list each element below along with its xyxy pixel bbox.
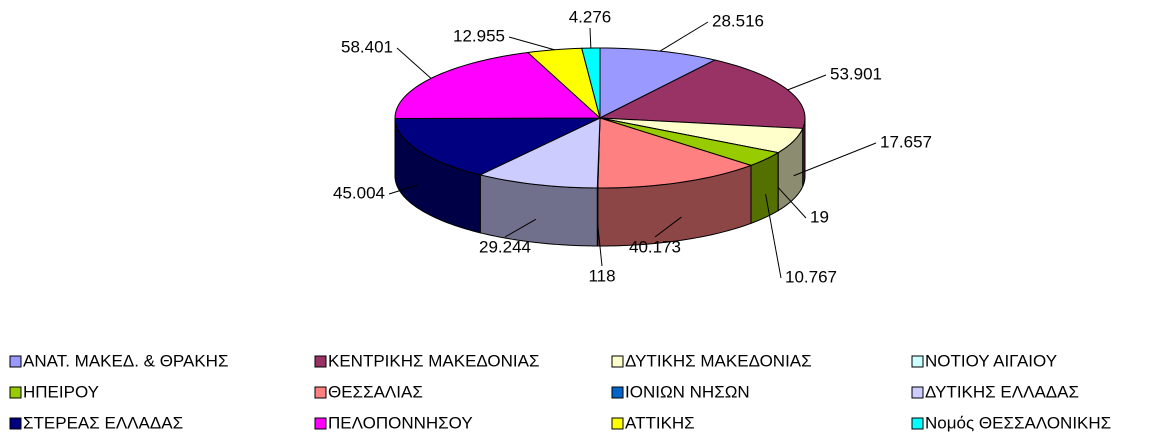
data-label: 4.276 xyxy=(569,7,612,26)
leader-line xyxy=(787,74,827,91)
pie-slice xyxy=(599,117,780,166)
legend-label: ΠΕΛΟΠΟΝΝΗΣΟΥ xyxy=(328,413,473,432)
leader-line xyxy=(654,216,682,238)
data-label: 19 xyxy=(810,207,829,226)
legend-swatch xyxy=(911,386,924,399)
legend-swatch xyxy=(611,417,624,430)
legend-label: ΙΟΝΙΩΝ ΝΗΣΩΝ xyxy=(625,382,750,401)
legend-swatch xyxy=(314,355,327,368)
leader-line xyxy=(777,187,807,219)
legend-swatch xyxy=(611,386,624,399)
legend-label: ΝΟΤΙΟΥ ΑΙΓΑΙΟΥ xyxy=(925,351,1057,370)
legend-swatch xyxy=(9,386,22,399)
legend-swatch xyxy=(9,417,22,430)
legend-label: ΚΕΝΤΡΙΚΗΣ ΜΑΚΕΔΟΝΙΑΣ xyxy=(328,351,540,370)
data-label: 29.244 xyxy=(479,237,531,256)
legend-swatch xyxy=(9,355,22,368)
data-label: 118 xyxy=(588,266,615,285)
data-label: 17.657 xyxy=(880,132,932,151)
leader-line xyxy=(659,21,709,52)
legend-swatch xyxy=(611,355,624,368)
legend-label: ΘΕΣΣΑΛΙΑΣ xyxy=(328,382,423,401)
legend-swatch xyxy=(911,417,924,430)
legend-label: ΔΥΤΙΚΗΣ ΜΑΚΕΔΟΝΙΑΣ xyxy=(625,351,812,370)
pie-slice xyxy=(599,117,804,154)
data-label: 10.767 xyxy=(785,267,837,286)
legend-swatch xyxy=(911,355,924,368)
pie-slice xyxy=(597,117,753,189)
data-label: 45.004 xyxy=(333,183,385,202)
leader-line xyxy=(589,27,592,49)
leader-line xyxy=(508,36,555,51)
legend-label: ΔΥΤΙΚΗΣ ΕΛΛΑΔΑΣ xyxy=(925,382,1079,401)
data-label: 12.955 xyxy=(453,26,505,45)
legend-swatch xyxy=(314,386,327,399)
legend-label: ΑΤΤΙΚΗΣ xyxy=(625,413,695,432)
data-label: 28.516 xyxy=(712,11,764,30)
legend-swatch xyxy=(314,417,327,430)
data-label: 53.901 xyxy=(830,64,882,83)
pie-slice xyxy=(478,117,601,189)
legend-label: ΑΝΑΤ. ΜΑΚΕΔ. & ΘΡΑΚΗΣ xyxy=(23,351,228,370)
legend-label: ΣΤΕΡΕΑΣ ΕΛΛΑΔΑΣ xyxy=(23,413,183,432)
leader-line xyxy=(388,184,419,195)
leader-line xyxy=(793,142,877,177)
legend-label: Νομός ΘΕΣΣΑΛΟΝΙΚΗΣ xyxy=(925,413,1111,432)
leader-line xyxy=(597,222,603,267)
leader-line xyxy=(504,218,537,238)
pie-slice xyxy=(394,51,602,120)
pie-slice xyxy=(394,117,601,176)
pie-slice xyxy=(581,47,601,119)
legend-label: ΗΠΕΙΡΟΥ xyxy=(23,382,99,401)
leader-line xyxy=(396,47,432,79)
leader-line xyxy=(765,193,782,279)
data-label: 40.173 xyxy=(629,237,681,256)
pie-slice xyxy=(598,59,806,129)
data-label: 58.401 xyxy=(341,37,393,56)
